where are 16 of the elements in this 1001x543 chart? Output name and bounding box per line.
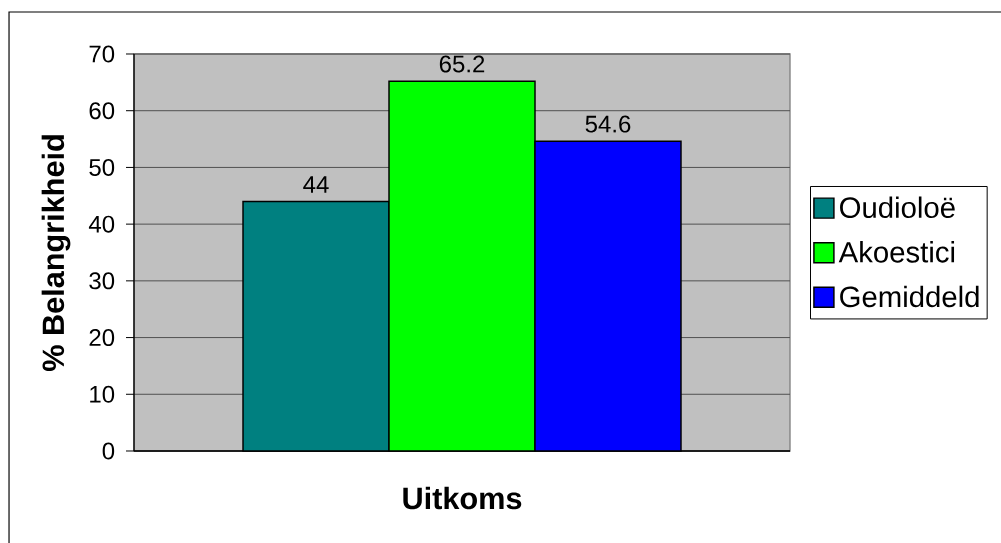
x-axis-title: Uitkoms: [403, 486, 522, 510]
y-tick-label: 50: [89, 158, 115, 176]
y-tick-label: 70: [89, 45, 115, 63]
legend-label: Akoestici: [838, 241, 955, 263]
y-tick-label: 40: [88, 215, 115, 233]
legend-label: Gemiddeld: [840, 285, 979, 308]
data-label: 54.6: [585, 115, 631, 133]
y-tick-label: 0: [102, 442, 115, 460]
y-tick-label: 10: [90, 385, 115, 403]
legend-label: Oudioloë: [840, 196, 955, 219]
y-tick-label: 30: [89, 272, 115, 290]
data-label: 44: [303, 176, 329, 193]
y-tick-label: 60: [89, 102, 115, 120]
data-label: 65.2: [439, 55, 485, 73]
y-tick-label: 20: [89, 329, 115, 347]
y-axis-title: % Belangrikheid: [41, 135, 71, 372]
